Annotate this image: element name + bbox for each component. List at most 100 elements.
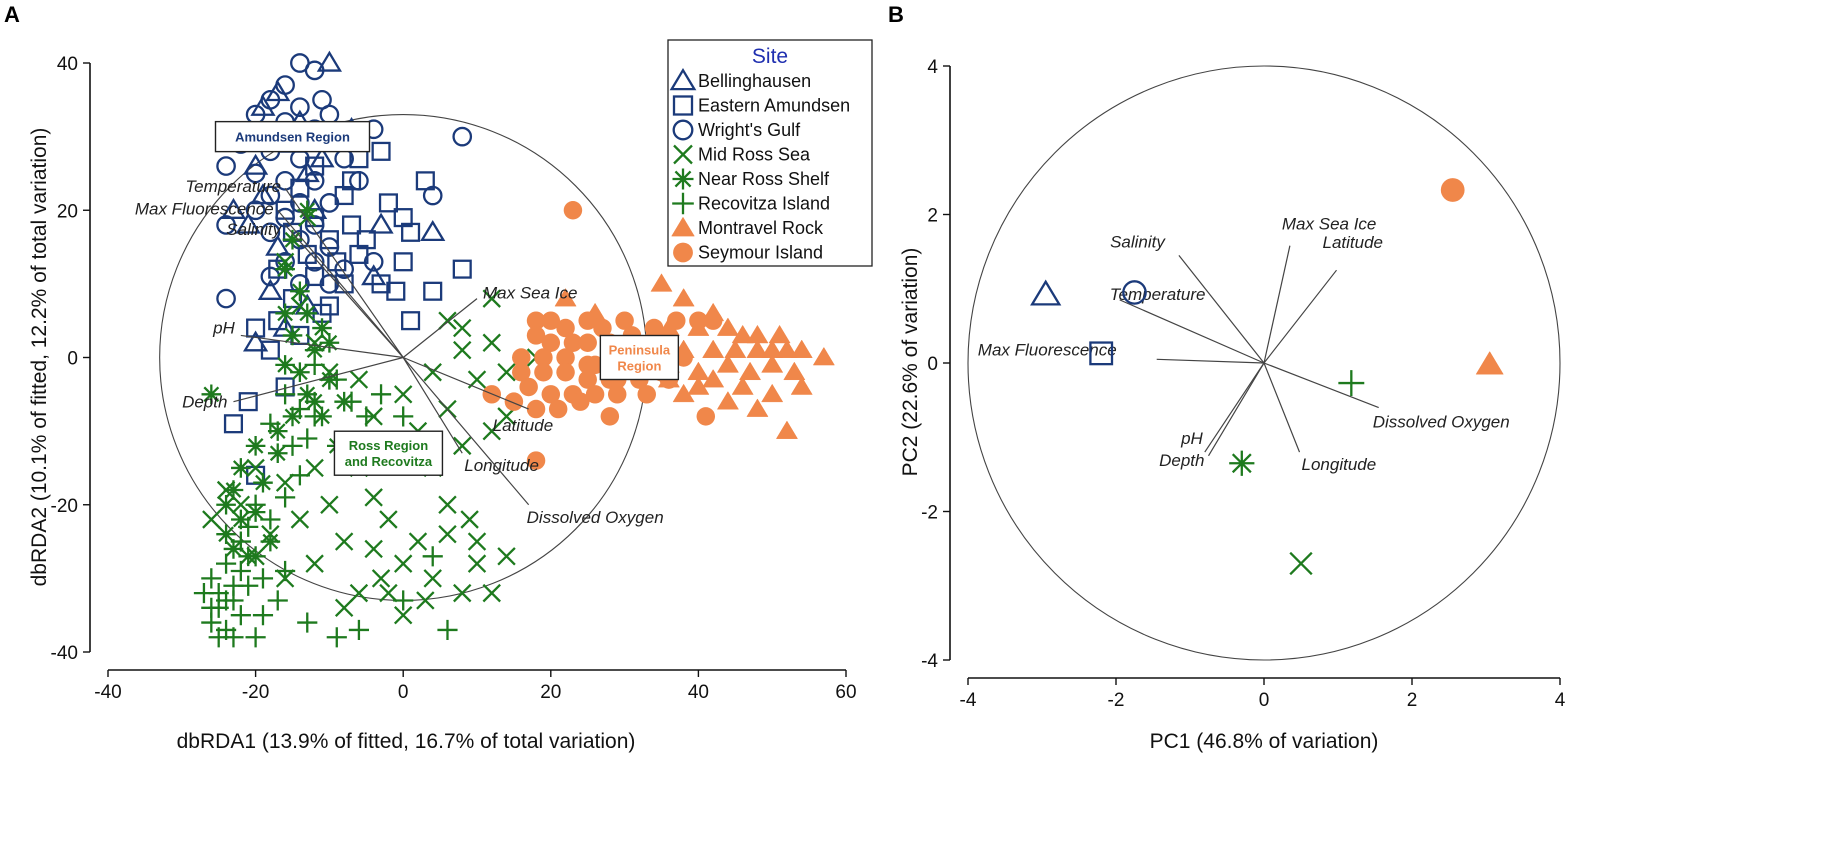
panel-b-vector-label-max-sea-ice: Max Sea Ice (1282, 215, 1377, 234)
panel-b-x-tick-label: 2 (1407, 690, 1418, 711)
panel-b-vector-label-temperature: Temperature (1110, 285, 1206, 304)
panel-a-point-wright-s-gulf (363, 251, 384, 272)
legend-item-recovitza-island: Recovitza Island (672, 192, 830, 215)
panel-b-vector-label-ph: pH (1180, 429, 1203, 448)
legend-item-montravel-rock: Montravel Rock (671, 216, 824, 238)
panel-a-vector-latitude (402, 356, 529, 410)
panel-a-vector-label-max-sea-ice: Max Sea Ice (483, 284, 578, 303)
panel-a-series-mid-ross-sea (202, 208, 546, 625)
panel-a-point-recovitza-island (422, 546, 443, 567)
panel-a-point-eastern-amundsen (223, 414, 244, 434)
panel-a-point-recovitza-island (252, 605, 274, 626)
panel-a-vector-label-salinity: Salinity (226, 220, 282, 239)
panel-a-point-recovitza-island (297, 612, 318, 633)
panel-a-point-wright-s-gulf (319, 193, 340, 213)
panel-a-point-recovitza-island (193, 583, 215, 604)
panel-b-point-near-ross-shelf (1229, 450, 1255, 476)
panel-a-point-recovitza-island (260, 413, 281, 434)
panel-a-point-montravel-rock (768, 324, 791, 344)
panel-a-point-recovitza-island (326, 627, 347, 648)
panel-b-y-tick-label: -4 (921, 651, 938, 672)
panel-a-point-montravel-rock (775, 420, 798, 439)
panel-a-point-recovitza-island (289, 465, 310, 486)
panel-a-point-near-ross-shelf (282, 325, 303, 346)
panel-b: B -4 -2 0 2 4 -4 -2 0 2 4 Salinity Temperature Max … (888, 2, 1566, 753)
panel-a-point-wright-s-gulf (334, 259, 354, 279)
region-label-peninsula-region: Peninsula Region (599, 334, 680, 381)
panel-b-point-recovitza-island (1338, 370, 1365, 397)
panel-a-point-seymour-island (526, 311, 546, 330)
panel-a-point-mid-ross-sea (393, 554, 413, 573)
panel-a-x-tick-label: 60 (835, 682, 856, 703)
legend-marker-mid-ross-sea (673, 144, 693, 165)
panel-a-point-eastern-amundsen (238, 392, 258, 412)
panel-b-point-montravel-rock (1475, 351, 1504, 375)
panel-a-point-near-ross-shelf (260, 531, 281, 552)
panel-a-point-mid-ross-sea (482, 289, 501, 308)
panel-a-point-eastern-amundsen (401, 222, 421, 242)
panel-a-point-eastern-amundsen (356, 230, 376, 250)
panel-b-vector-label-longitude: Longitude (1302, 455, 1377, 474)
panel-b-vector-label-salinity: Salinity (1110, 232, 1166, 251)
panel-a-point-seymour-island (556, 348, 575, 367)
panel-a-point-eastern-amundsen (452, 259, 472, 279)
panel-a-point-near-ross-shelf (304, 391, 325, 412)
panel-a-point-mid-ross-sea (320, 495, 339, 514)
panel-a-point-near-ross-shelf (223, 539, 244, 559)
panel-a-point-bellinghausen (242, 153, 269, 175)
panel-a-points (193, 50, 835, 648)
panel-a-point-near-ross-shelf (253, 472, 273, 493)
panel-a-point-recovitza-island (230, 531, 251, 552)
panel-a-point-recovitza-island (216, 553, 237, 574)
panel-a-point-mid-ross-sea (246, 458, 265, 478)
panel-b-x-tick-label: -2 (1108, 690, 1125, 711)
panel-a-point-bellinghausen (257, 278, 283, 300)
panel-b-series-bellinghausen (1030, 279, 1062, 306)
panel-a-point-wright-s-gulf (260, 185, 281, 206)
panel-b-vector-depth (1207, 362, 1265, 457)
panel-a-point-mid-ross-sea (393, 605, 413, 625)
panel-a-point-mid-ross-sea (497, 407, 516, 426)
panel-a-point-mid-ross-sea (334, 532, 354, 551)
panel-a-point-near-ross-shelf (201, 384, 222, 405)
panel-a-point-montravel-rock (761, 383, 784, 403)
panel-b-y-axis-title: PC2 (22.6% of variation) (899, 248, 922, 477)
legend-marker-near-ross-shelf (672, 168, 694, 190)
panel-a-region-labels: Amundsen Region Peninsula Region Ross Regio… (214, 120, 680, 476)
panel-a-point-mid-ross-sea (393, 385, 413, 404)
panel-a-point-seymour-island (504, 392, 524, 411)
panel-a-point-near-ross-shelf (267, 421, 288, 441)
panel-a-point-montravel-rock (672, 383, 695, 403)
panel-a-point-seymour-island (512, 348, 531, 367)
panel-a-x-tick-label: 40 (688, 682, 709, 703)
panel-b-point-mid-ross-sea (1289, 551, 1313, 576)
panel-a-point-montravel-rock (739, 361, 762, 381)
panel-a-vector-max-fluorescence (277, 209, 404, 358)
panel-a-point-seymour-island (600, 407, 620, 426)
panel-b-points (1030, 178, 1504, 576)
panel-a-point-wright-s-gulf (260, 222, 281, 243)
region-label-ross-region-and-recovitza: Ross Region and Recovitza (333, 430, 444, 476)
panel-a-point-recovitza-island (348, 619, 369, 640)
panel-a-point-montravel-rock (783, 361, 806, 381)
panel-a-x-axis-title: dbRDA1 (13.9% of fitted, 16.7% of total … (177, 730, 636, 753)
panel-a-point-recovitza-island (304, 406, 325, 427)
panel-a-vector-temperature (284, 187, 404, 358)
panel-a-point-recovitza-island (275, 384, 296, 405)
panel-a-point-seymour-island (585, 385, 605, 404)
panel-a-point-recovitza-island (304, 354, 325, 375)
panel-a-point-wright-s-gulf (304, 60, 325, 81)
panel-b-axes: -4 -2 0 2 4 -4 -2 0 2 4 (921, 57, 1566, 711)
legend-marker-eastern-amundsen (672, 95, 694, 116)
panel-b-circle (967, 65, 1561, 661)
panel-a-point-recovitza-island (238, 516, 259, 537)
panel-a-point-mid-ross-sea (482, 583, 501, 603)
panel-a-point-montravel-rock (790, 376, 813, 395)
panel-a-point-seymour-island (644, 318, 664, 338)
legend-item-near-ross-shelf: Near Ross Shelf (672, 168, 830, 190)
panel-a-point-montravel-rock (716, 391, 739, 410)
panel-a-point-recovitza-island (437, 619, 458, 640)
panel-b-series-wright-s-gulf (1122, 280, 1147, 305)
panel-b-vector-label-dissolved-oxygen: Dissolved Oxygen (1373, 413, 1510, 432)
